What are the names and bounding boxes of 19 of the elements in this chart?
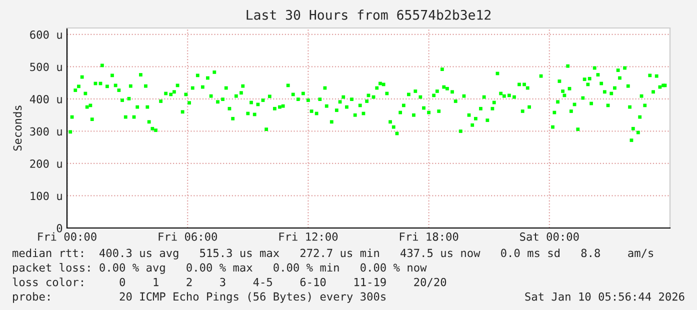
y-tick-label: 200 u	[30, 159, 62, 168]
y-tick-label: 600 u	[30, 30, 62, 39]
text: Sat Jan 10 05:56:44 2026	[525, 292, 684, 301]
text: probe: 20 ICMP Echo Pings (56 Bytes) every 300s	[13, 292, 386, 303]
y-axis-title: Seconds	[13, 106, 22, 151]
x-tick-label: Fri 00:00	[38, 232, 96, 241]
text: packet loss: 0.00 % avg 0.00 % max 0.00 % min 0.00 % now	[13, 263, 427, 274]
y-tick-label: 300 u	[30, 127, 62, 136]
chart-title: Last 30 Hours from 65574b2b3e12	[246, 10, 491, 20]
x-tick-label: Sat 00:00	[520, 232, 579, 241]
y-tick-label: 100 u	[30, 192, 62, 200]
x-tick-label: Fri 18:00	[400, 232, 458, 241]
text: median rtt: 400.3 us avg 515.3 us max 272.7 us min 437.5 us now 0.0 ms sd 8.8 am/s	[12, 248, 654, 260]
y-tick-label: 0	[56, 224, 62, 232]
y-tick-label: 500 u	[30, 62, 62, 72]
text: loss color: 0 1 2 3 4-5 6-10 11-19 20/20	[12, 278, 446, 288]
x-tick-label: Fri 06:00	[158, 232, 217, 241]
x-tick-label: Fri 12:00	[279, 232, 338, 241]
y-tick-label: 400 u	[30, 94, 62, 104]
